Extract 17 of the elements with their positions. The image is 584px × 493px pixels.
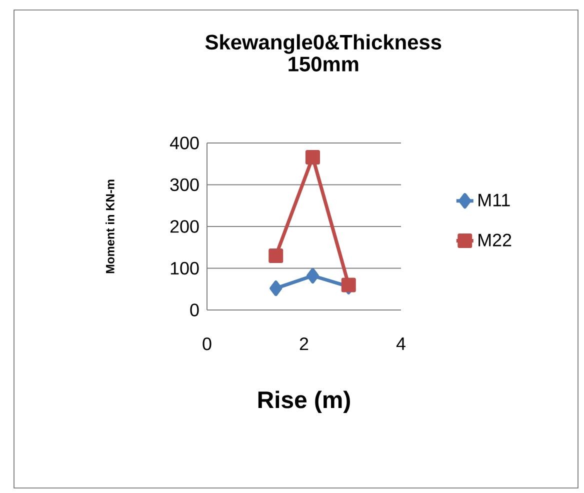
x-tick-label: 2 xyxy=(300,338,308,350)
point xyxy=(306,268,319,284)
legend-label: M22 xyxy=(478,234,512,246)
y-tick-label: 100 xyxy=(170,262,199,275)
y-tick-label: 200 xyxy=(170,220,199,233)
y-tick-label: 300 xyxy=(170,178,199,192)
point xyxy=(268,248,284,263)
x-tick-label: 0 xyxy=(202,338,212,350)
y-tick-label: 0 xyxy=(190,304,199,316)
legend-label: M11 xyxy=(478,194,510,206)
point xyxy=(270,280,282,296)
x-axis-title: Rise (m) xyxy=(258,390,350,413)
chart-title: Skewangle0&Thickness 150mm xyxy=(205,34,442,72)
x-tick-label: 4 xyxy=(396,338,406,350)
y-axis-title: Moment in KN-m xyxy=(106,180,114,274)
y-tick-label: 400 xyxy=(170,136,199,150)
point xyxy=(305,150,320,164)
